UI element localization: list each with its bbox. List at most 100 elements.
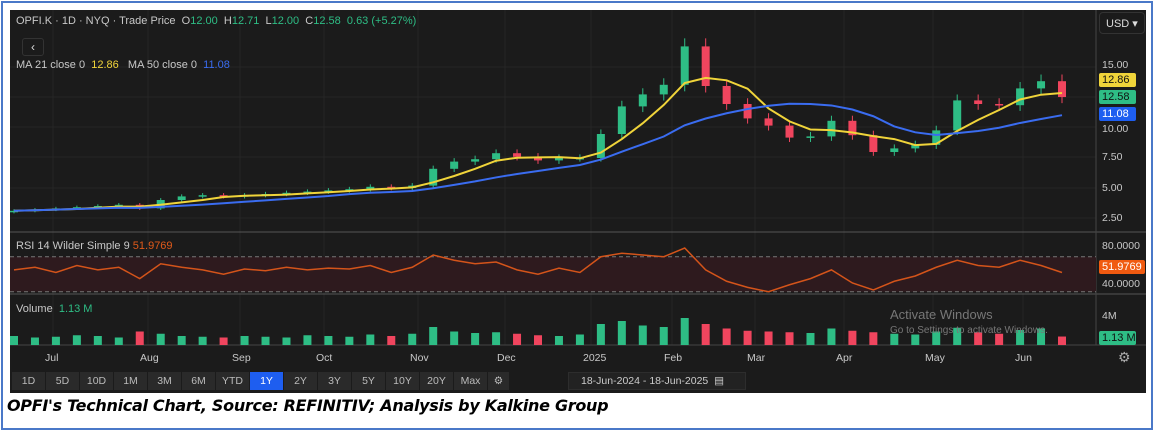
volume-bar [995,333,1004,345]
range-settings-gear-icon[interactable]: ⚙ [488,372,510,390]
candle [303,191,312,194]
candle [869,135,878,152]
candle [534,156,542,161]
range-button-10y[interactable]: 10Y [386,372,420,390]
chart-canvas[interactable] [10,10,1146,393]
candle [722,86,731,104]
ma21-label: MA 21 close 0 [16,59,86,71]
range-button-2y[interactable]: 2Y [284,372,318,390]
ma50-value: 11.08 [203,59,230,71]
currency-select[interactable]: USD ▾ [1099,12,1145,34]
candle [827,120,836,137]
figure-caption: OPFI's Technical Chart, Source: REFINITI… [7,396,609,415]
volume-bar [617,321,626,345]
range-button-5y[interactable]: 5Y [352,372,386,390]
candle [93,206,102,208]
x-tick-label: Sep [232,352,251,364]
open-value: 12.00 [190,15,218,27]
candle [1058,81,1066,98]
x-tick-label: Aug [140,352,159,364]
rsi-value: 51.9769 [132,240,173,252]
volume-bar [30,337,39,345]
volume-bar [890,333,899,345]
range-button-10d[interactable]: 10D [80,372,114,390]
calendar-icon: ▤ [711,375,725,387]
range-button-max[interactable]: Max [454,372,488,390]
volume-bar [114,337,123,345]
volume-bar [932,331,941,345]
high-value: 12.71 [231,15,260,27]
candle [932,130,941,145]
candle [911,144,920,149]
candle [177,196,186,200]
x-tick-label: Feb [664,352,683,364]
range-button-20y[interactable]: 20Y [420,372,454,390]
watermark-title: Activate Windows [890,307,993,322]
range-button-ytd[interactable]: YTD [216,372,250,390]
volume-bar [1016,330,1025,345]
candle [387,186,396,189]
range-button-1y[interactable]: 1Y [250,372,284,390]
volume-value-tag: 1.13 M [1099,331,1136,345]
volume-bar [827,328,836,345]
rsi-band [10,256,1096,292]
candle [198,195,207,197]
range-button-6m[interactable]: 6M [182,372,216,390]
range-button-3m[interactable]: 3M [148,372,182,390]
candle [890,148,899,152]
x-tick-label: Mar [747,352,766,364]
candle [513,153,522,157]
volume-bar [177,336,186,345]
volume-bar [219,337,228,345]
range-button-3y[interactable]: 3Y [318,372,352,390]
volume-bar [785,332,794,345]
date-range-picker[interactable]: 18-Jun-2024 - 18-Jun-2025 ▤ [568,372,746,390]
volume-label: Volume [16,303,53,315]
range-button-5d[interactable]: 5D [46,372,80,390]
rsi-value-tag: 51.9769 [1099,260,1145,274]
candle [680,46,689,85]
range-button-1m[interactable]: 1M [114,372,148,390]
ohlc-legend: OPFI.K · 1D · NYQ · Trade Price O12.00 H… [16,15,416,27]
close-value: 12.58 [313,15,341,27]
candle [282,192,291,195]
volume-bar [156,333,165,345]
candle [743,104,752,119]
low-label: L [265,15,272,27]
volume-bar [764,331,773,345]
volume-bar [366,334,375,345]
price-tick: 5.00 [1102,182,1123,194]
volume-bar [911,334,920,345]
change-value: 0.63 (+5.27%) [346,15,417,27]
price-tick: 15.00 [1102,59,1129,71]
candle [806,136,815,138]
rsi-line [13,247,1063,293]
chevron-down-icon: ▾ [1132,18,1138,30]
range-button-1d[interactable]: 1D [12,372,46,390]
date-to: 18-Jun-2025 [649,375,709,387]
volume-bar [93,336,102,345]
settings-gear-icon[interactable]: ⚙ [1118,349,1131,365]
volume-bar [324,336,333,345]
volume-bar [1058,336,1066,345]
symbol-line: OPFI.K · 1D · NYQ · Trade Price [16,15,176,27]
rsi-tick: 40.0000 [1102,278,1140,290]
volume-bar [806,333,815,345]
volume-tick: 4M [1102,310,1117,322]
rsi-tick: 80.0000 [1102,240,1140,252]
watermark-subtitle: Go to Settings to activate Windows. [890,325,1048,336]
chevron-left-icon[interactable]: ‹ [22,38,44,56]
volume-bar [534,335,542,345]
low-value: 12.00 [271,15,300,27]
volume-bar [282,337,291,345]
volume-bar [303,335,312,345]
candle [764,118,773,126]
candle [72,207,81,209]
volume-bar [722,328,731,345]
volume-bar [869,332,878,345]
candle [114,204,123,207]
chart-app: OPFI.K · 1D · NYQ · Trade Price O12.00 H… [10,10,1146,393]
date-from: 18-Jun-2024 [581,375,640,387]
candle [450,161,459,169]
